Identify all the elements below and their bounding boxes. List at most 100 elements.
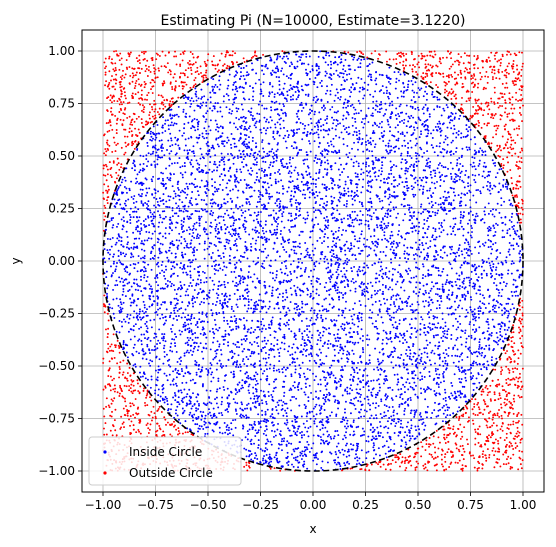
point-inside bbox=[218, 412, 221, 415]
point-inside bbox=[294, 368, 297, 371]
point-inside bbox=[122, 281, 125, 283]
point-inside bbox=[259, 191, 262, 194]
point-inside bbox=[219, 106, 222, 109]
point-inside bbox=[432, 334, 435, 337]
point-inside bbox=[406, 184, 409, 187]
point-inside bbox=[268, 458, 271, 461]
point-inside bbox=[283, 248, 286, 251]
point-inside bbox=[416, 91, 418, 94]
point-inside bbox=[428, 296, 431, 299]
point-inside bbox=[439, 297, 442, 300]
point-inside bbox=[448, 289, 450, 292]
point-inside bbox=[343, 217, 346, 220]
point-inside bbox=[123, 186, 126, 188]
point-inside bbox=[409, 139, 412, 142]
point-inside bbox=[261, 194, 264, 196]
point-inside bbox=[233, 180, 236, 183]
point-inside bbox=[412, 355, 415, 358]
point-inside bbox=[180, 284, 182, 287]
point-inside bbox=[389, 210, 392, 213]
point-inside bbox=[259, 299, 262, 302]
point-inside bbox=[399, 297, 402, 300]
point-inside bbox=[269, 59, 272, 62]
point-inside bbox=[327, 245, 329, 248]
point-inside bbox=[218, 222, 221, 224]
point-inside bbox=[467, 185, 470, 188]
point-inside bbox=[277, 142, 279, 144]
point-inside bbox=[371, 435, 374, 438]
point-inside bbox=[453, 312, 456, 315]
point-inside bbox=[123, 220, 126, 222]
point-inside bbox=[250, 214, 252, 217]
point-inside bbox=[315, 425, 318, 428]
point-inside bbox=[348, 341, 351, 344]
point-inside bbox=[463, 293, 466, 296]
point-inside bbox=[165, 205, 168, 208]
point-inside bbox=[218, 343, 221, 346]
point-inside bbox=[383, 415, 386, 418]
point-inside bbox=[337, 110, 339, 113]
point-inside bbox=[313, 456, 316, 459]
point-inside bbox=[154, 144, 157, 147]
point-inside bbox=[450, 267, 453, 270]
point-inside bbox=[355, 449, 358, 452]
point-inside bbox=[296, 65, 299, 68]
point-inside bbox=[290, 225, 293, 228]
point-inside bbox=[426, 405, 429, 408]
point-inside bbox=[368, 63, 371, 66]
point-inside bbox=[171, 185, 174, 188]
point-inside bbox=[180, 226, 183, 229]
point-inside bbox=[229, 216, 232, 219]
point-inside bbox=[398, 319, 401, 322]
point-inside bbox=[247, 169, 250, 172]
point-inside bbox=[201, 415, 204, 418]
point-inside bbox=[139, 181, 142, 184]
point-inside bbox=[302, 454, 304, 457]
point-inside bbox=[400, 152, 403, 155]
point-inside bbox=[371, 61, 374, 64]
point-inside bbox=[208, 245, 211, 248]
point-inside bbox=[287, 136, 290, 139]
point-inside bbox=[334, 399, 337, 402]
point-inside bbox=[184, 324, 187, 327]
point-inside bbox=[400, 334, 403, 337]
point-inside bbox=[147, 215, 150, 218]
point-inside bbox=[283, 226, 286, 229]
point-inside bbox=[141, 242, 144, 245]
point-inside bbox=[282, 137, 285, 140]
point-inside bbox=[441, 288, 444, 291]
point-inside bbox=[186, 336, 189, 339]
point-inside bbox=[308, 325, 311, 327]
point-inside bbox=[312, 290, 314, 293]
point-inside bbox=[169, 195, 172, 198]
point-inside bbox=[471, 227, 473, 230]
point-inside bbox=[385, 440, 388, 443]
point-inside bbox=[331, 273, 334, 276]
point-inside bbox=[356, 59, 359, 61]
point-inside bbox=[339, 349, 342, 352]
point-inside bbox=[349, 443, 352, 446]
point-inside bbox=[417, 303, 420, 306]
point-inside bbox=[138, 312, 141, 315]
point-inside bbox=[461, 165, 464, 168]
point-inside bbox=[318, 168, 321, 171]
point-inside bbox=[233, 292, 236, 295]
point-inside bbox=[170, 312, 173, 314]
point-inside bbox=[114, 243, 117, 246]
point-inside bbox=[366, 148, 369, 151]
point-inside bbox=[321, 345, 324, 348]
point-inside bbox=[356, 445, 359, 448]
point-inside bbox=[480, 265, 483, 268]
point-inside bbox=[217, 126, 220, 129]
point-inside bbox=[246, 291, 249, 294]
point-inside bbox=[363, 288, 366, 291]
point-inside bbox=[303, 339, 306, 342]
point-inside bbox=[332, 122, 335, 125]
point-inside bbox=[384, 113, 386, 115]
point-inside bbox=[385, 226, 388, 229]
point-inside bbox=[189, 319, 192, 321]
point-inside bbox=[294, 240, 297, 243]
point-inside bbox=[147, 263, 150, 266]
point-inside bbox=[324, 61, 327, 64]
point-inside bbox=[461, 307, 464, 310]
